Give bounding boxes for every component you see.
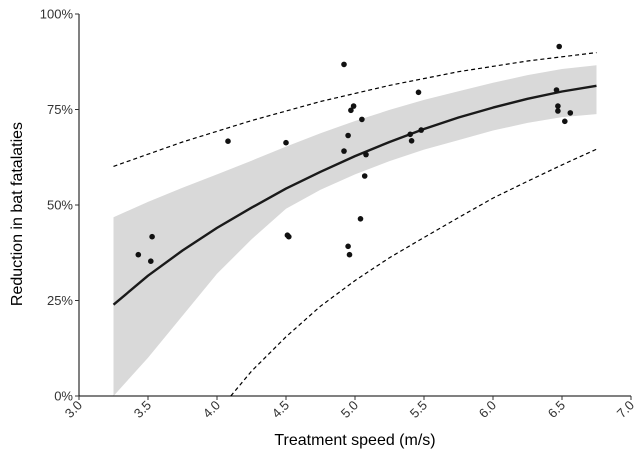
data-point — [148, 258, 154, 265]
data-point — [553, 87, 560, 93]
data-point — [357, 216, 364, 222]
data-point — [345, 243, 351, 250]
x-axis-title: Treatment speed (m/s) — [274, 432, 435, 449]
y-tick-label: 0% — [54, 389, 73, 404]
x-tick-label: 6.0 — [476, 398, 499, 421]
confidence-band — [113, 65, 597, 396]
x-tick-label: 3.5 — [131, 398, 154, 421]
y-tick-label: 75% — [47, 102, 73, 117]
x-tick-label: 6.5 — [545, 398, 568, 421]
x-tick-label: 5.5 — [407, 398, 430, 421]
data-point — [562, 118, 568, 125]
data-point — [341, 61, 347, 68]
x-tick-label: 5.0 — [338, 398, 361, 421]
prediction-interval-lower — [230, 148, 597, 397]
data-point — [415, 89, 422, 96]
data-point — [348, 107, 354, 114]
data-point — [361, 173, 368, 179]
data-point — [149, 233, 155, 240]
data-point — [407, 131, 414, 138]
data-point — [408, 138, 415, 144]
data-point — [363, 151, 369, 158]
data-point — [286, 233, 292, 240]
fit-line — [112, 84, 597, 306]
y-tick-label: 25% — [47, 293, 73, 308]
data-point — [359, 116, 365, 123]
data-point — [283, 139, 289, 146]
axes: 3.0 3.5 4.0 4.5 5.0 5.5 6.0 6.5 7.00%25%50%75%10… — [40, 7, 635, 421]
x-tick-label: 7.0 — [614, 398, 635, 421]
y-tick-label: 50% — [47, 198, 73, 213]
data-point — [555, 108, 561, 114]
data-point — [341, 148, 347, 154]
data-point — [225, 138, 231, 144]
x-tick-label: 4.0 — [200, 398, 223, 421]
data-point — [345, 132, 351, 139]
y-axis-title: Reduction in bat fatalaties — [9, 122, 26, 306]
data-point — [135, 251, 142, 258]
data-point — [556, 43, 562, 50]
x-tick-label: 4.5 — [269, 398, 292, 421]
data-point — [555, 103, 561, 109]
prediction-interval-upper — [113, 52, 597, 167]
y-tick-label: 100% — [40, 7, 74, 22]
data-point — [350, 103, 357, 109]
data-point — [567, 110, 574, 116]
data-point — [346, 251, 353, 258]
data-point — [418, 127, 425, 133]
plot-area — [112, 43, 597, 397]
